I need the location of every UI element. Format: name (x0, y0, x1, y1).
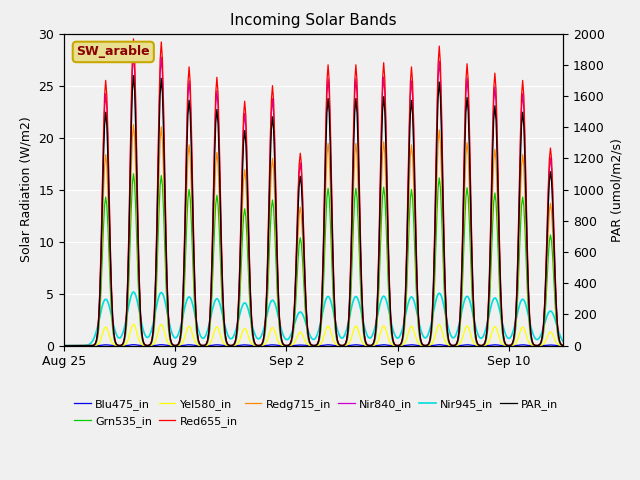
Red655_in (130, 36, 138, 42)
Title: Incoming Solar Bands: Incoming Solar Bands (230, 13, 397, 28)
Redg715_in (351, 152, 358, 158)
Line: Blu475_in: Blu475_in (64, 345, 563, 346)
Nir945_in (351, 294, 358, 300)
PAR_in (519, 109, 527, 115)
Nir945_in (519, 296, 527, 302)
Blu475_in (519, 342, 527, 348)
PAR_in (456, 314, 464, 320)
Yel580_in (351, 324, 358, 330)
Red655_in (559, 343, 567, 348)
Blu475_in (408, 342, 415, 348)
Nir945_in (559, 339, 567, 345)
Nir945_in (99, 303, 106, 309)
Redg715_in (408, 142, 415, 148)
Nir840_in (130, 51, 138, 57)
Red655_in (456, 311, 464, 316)
Yel580_in (446, 343, 454, 348)
Grn535_in (456, 324, 464, 330)
Redg715_in (99, 232, 106, 238)
Blu475_in (351, 342, 358, 348)
Nir945_in (60, 343, 68, 348)
PAR_in (408, 97, 415, 103)
Line: Grn535_in: Grn535_in (64, 174, 563, 346)
Red655_in (351, 78, 358, 84)
Nir945_in (130, 289, 138, 295)
Line: Yel580_in: Yel580_in (64, 324, 563, 346)
Redg715_in (446, 341, 454, 347)
Nir945_in (446, 330, 454, 336)
Grn535_in (446, 341, 454, 347)
Blu475_in (456, 343, 464, 348)
Line: PAR_in: PAR_in (64, 76, 563, 346)
Yel580_in (60, 343, 68, 348)
Redg715_in (559, 343, 567, 348)
PAR_in (351, 110, 358, 116)
Y-axis label: PAR (umol/m2/s): PAR (umol/m2/s) (611, 138, 623, 241)
Grn535_in (130, 171, 138, 177)
Grn535_in (559, 343, 567, 348)
Red655_in (99, 189, 106, 194)
PAR_in (446, 341, 454, 347)
PAR_in (559, 343, 567, 348)
Grn535_in (408, 187, 415, 192)
Blu475_in (446, 343, 454, 348)
Yel580_in (519, 324, 527, 330)
Yel580_in (99, 332, 106, 338)
Y-axis label: Solar Radiation (W/m2): Solar Radiation (W/m2) (20, 117, 33, 263)
Grn535_in (351, 195, 358, 201)
Line: Nir945_in: Nir945_in (64, 292, 563, 346)
PAR_in (60, 343, 68, 348)
Red655_in (446, 340, 454, 346)
Line: Redg715_in: Redg715_in (64, 125, 563, 346)
Legend: Blu475_in, Grn535_in, Yel580_in, Red655_in, Redg715_in, Nir840_in, Nir945_in, PA: Blu475_in, Grn535_in, Yel580_in, Red655_… (70, 395, 563, 431)
PAR_in (130, 73, 138, 79)
Redg715_in (519, 152, 527, 157)
Grn535_in (519, 194, 527, 200)
Yel580_in (408, 323, 415, 329)
PAR_in (99, 207, 106, 213)
Text: SW_arable: SW_arable (77, 46, 150, 59)
Blu475_in (99, 342, 106, 348)
Line: Red655_in: Red655_in (64, 39, 563, 346)
Redg715_in (456, 320, 464, 325)
Nir840_in (559, 343, 567, 348)
Grn535_in (99, 256, 106, 262)
Red655_in (519, 77, 527, 83)
Redg715_in (60, 343, 68, 348)
Blu475_in (130, 342, 138, 348)
Nir840_in (99, 196, 106, 202)
Nir840_in (519, 91, 527, 96)
Nir840_in (408, 78, 415, 84)
Nir840_in (456, 312, 464, 318)
Grn535_in (60, 343, 68, 348)
Yel580_in (130, 321, 138, 327)
Red655_in (408, 64, 415, 70)
Nir840_in (60, 343, 68, 348)
Nir840_in (351, 92, 358, 97)
Nir945_in (456, 317, 464, 323)
Blu475_in (559, 343, 567, 348)
Nir945_in (408, 294, 415, 300)
Redg715_in (130, 122, 138, 128)
Yel580_in (456, 340, 464, 346)
Red655_in (60, 343, 68, 348)
Nir840_in (446, 341, 454, 347)
Blu475_in (60, 343, 68, 348)
Line: Nir840_in: Nir840_in (64, 54, 563, 346)
Yel580_in (559, 343, 567, 348)
